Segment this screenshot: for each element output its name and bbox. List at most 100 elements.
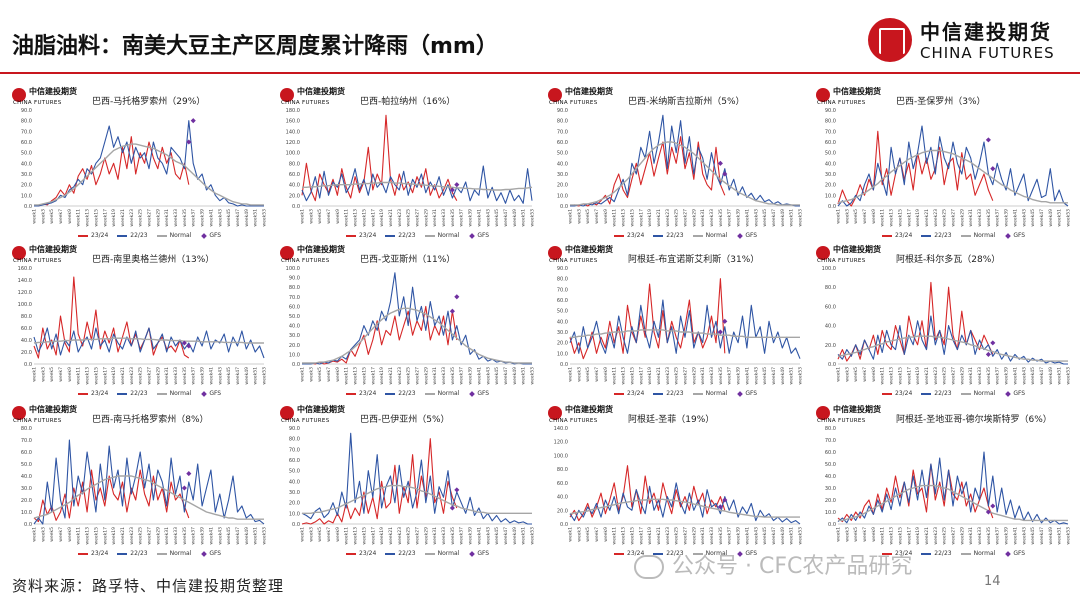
panel-logo: 中信建投期货 CHINA FUTURES — [548, 244, 618, 266]
x-tick-label: week11 — [344, 527, 350, 545]
x-tick-label: week11 — [76, 367, 82, 385]
y-tick-label: 60.0 — [289, 458, 300, 464]
series-2223-legend-label: 22/23 — [398, 550, 416, 557]
x-tick-label: week31 — [432, 209, 438, 227]
series-normal-legend-label: Normal — [973, 550, 996, 557]
chart-title: 巴西-米纳斯吉拉斯州（5%） — [628, 97, 745, 107]
logo-emblem-icon — [816, 246, 830, 260]
x-tick-label: week37 — [191, 367, 197, 385]
panel-logo-en: CHINA FUTURES — [817, 258, 866, 264]
x-tick-label: week47 — [771, 209, 777, 227]
y-tick-label: 40.0 — [557, 161, 568, 167]
x-tick-label: week39 — [200, 367, 206, 385]
x-tick-label: week23 — [933, 367, 939, 385]
x-tick-label: week31 — [968, 367, 974, 385]
series-2223-line — [569, 482, 801, 525]
chart-plot: 0.0 10.0 20.0 30.0 40.0 50.0 60.0 70.0 80.0 90.0 w… — [289, 426, 536, 545]
y-tick-label: 70.0 — [825, 129, 836, 135]
y-tick-label: 70.0 — [21, 438, 32, 444]
x-tick-label: week23 — [129, 209, 135, 227]
x-tick-label: week43 — [1021, 367, 1027, 385]
x-tick-label: week35 — [718, 367, 724, 385]
x-tick-label: week29 — [691, 209, 697, 227]
series-normal-legend-label: Normal — [169, 550, 192, 557]
chart-legend: 23/24 22/23 Normal GFS — [608, 550, 757, 557]
x-tick-label: week7 — [594, 209, 600, 224]
x-tick-label: week41 — [208, 527, 214, 545]
y-tick-label: 10.0 — [21, 193, 32, 199]
y-tick-label: 50.0 — [825, 151, 836, 157]
x-tick-label: week51 — [1057, 527, 1063, 545]
x-tick-label: week3 — [576, 209, 582, 224]
x-tick-label: week7 — [326, 209, 332, 224]
x-tick-label: week21 — [120, 209, 126, 227]
y-tick-label: 60.0 — [557, 140, 568, 146]
series-normal-line — [302, 181, 533, 191]
y-tick-label: 90.0 — [825, 108, 836, 114]
chart-panel: 中信建投期货 CHINA FUTURES 阿根廷-圣菲（19%） 0.0 20.0 40.… — [548, 404, 804, 557]
x-tick-label: week37 — [191, 527, 197, 545]
x-tick-label: week51 — [253, 527, 259, 545]
series-gfs-legend-label: GFS — [1013, 232, 1026, 239]
x-tick-label: week49 — [244, 367, 250, 385]
y-tick-label: 40.0 — [825, 474, 836, 480]
y-tick-label: 30.0 — [289, 490, 300, 496]
x-tick-label: week53 — [530, 209, 536, 227]
panel-logo: 中信建投期货 CHINA FUTURES — [12, 86, 82, 108]
x-tick-label: week15 — [629, 367, 635, 385]
chart-panel: 中信建投期货 CHINA FUTURES 阿根廷-布宜诺斯艾利斯（31%） 0.0 10… — [548, 244, 804, 397]
y-tick-label: 20.0 — [557, 183, 568, 189]
y-tick-label: 100.0 — [18, 302, 32, 308]
y-tick-label: 90.0 — [289, 426, 300, 432]
series-normal-line — [837, 149, 1068, 204]
x-tick-label: week9 — [603, 527, 609, 542]
y-tick-label: 40.0 — [21, 161, 32, 167]
panel-logo-cn: 中信建投期货 — [833, 405, 881, 414]
x-tick-label: week47 — [503, 209, 509, 227]
brand-emblem-icon — [868, 18, 912, 62]
x-tick-label: week29 — [959, 527, 965, 545]
y-tick-label: 10.0 — [557, 193, 568, 199]
series-gfs-legend-label: GFS — [745, 390, 758, 397]
y-tick-label: 100.0 — [822, 266, 836, 272]
x-tick-label: week37 — [727, 367, 733, 385]
series-normal-swatch — [156, 552, 167, 555]
series-2223-legend-label: 22/23 — [934, 550, 952, 557]
y-tick-label: 40.0 — [21, 474, 32, 480]
chart-title: 巴西-马托格罗索州（29%） — [92, 97, 206, 107]
y-tick-label: 20.0 — [289, 343, 300, 349]
x-tick-label: week29 — [423, 367, 429, 385]
x-tick-label: week39 — [1004, 209, 1010, 227]
y-tick-label: 60.0 — [289, 172, 300, 178]
series-gfs-swatch — [201, 232, 208, 239]
chart-plot: 0.0 10.0 20.0 30.0 40.0 50.0 60.0 70.0 80.0 90.0 1… — [286, 266, 536, 385]
x-tick-label: week39 — [736, 209, 742, 227]
panel-logo-cn: 中信建投期货 — [833, 87, 881, 96]
gfs-point — [990, 166, 996, 172]
x-tick-label: week9 — [67, 209, 73, 224]
chart-legend: 23/24 22/23 Normal GFS — [608, 390, 757, 397]
x-tick-label: week27 — [147, 367, 153, 385]
x-tick-label: week19 — [111, 527, 117, 545]
x-tick-label: week15 — [93, 527, 99, 545]
y-tick-label: 50.0 — [557, 309, 568, 315]
x-tick-label: week45 — [1030, 527, 1036, 545]
series-2324-legend-label: 23/24 — [895, 232, 913, 239]
y-tick-label: 60.0 — [557, 298, 568, 304]
x-tick-label: week31 — [432, 367, 438, 385]
x-tick-label: week15 — [629, 527, 635, 545]
x-tick-label: week47 — [503, 367, 509, 385]
y-tick-label: 40.0 — [289, 324, 300, 330]
y-tick-label: 20.0 — [825, 183, 836, 189]
y-tick-label: 120.0 — [286, 140, 300, 146]
x-tick-label: week29 — [155, 527, 161, 545]
series-gfs-legend-label: GFS — [477, 550, 490, 557]
x-tick-label: week3 — [308, 367, 314, 382]
x-tick-label: week21 — [120, 527, 126, 545]
x-tick-label: week49 — [780, 209, 786, 227]
y-tick-label: 30.0 — [825, 486, 836, 492]
series-gfs-swatch — [201, 550, 208, 557]
x-tick-label: week17 — [370, 209, 376, 227]
x-tick-label: week15 — [629, 209, 635, 227]
series-2324-swatch — [614, 552, 624, 555]
